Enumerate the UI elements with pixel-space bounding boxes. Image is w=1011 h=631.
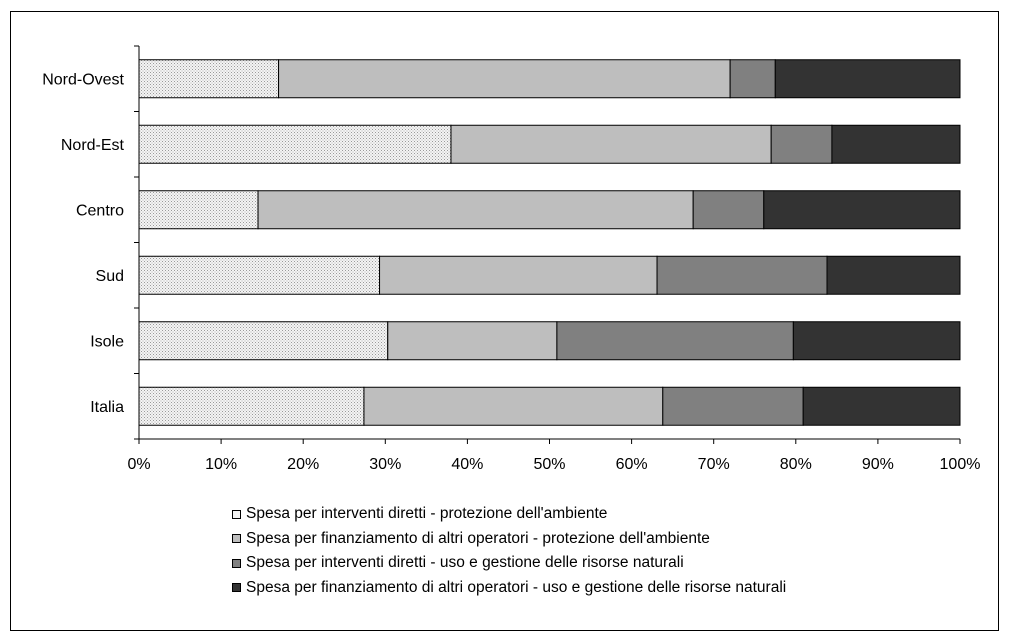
bar-segment-0-2 xyxy=(729,59,776,99)
legend: Spesa per interventi diretti - protezion… xyxy=(232,502,786,600)
bar-segment-3-1 xyxy=(379,255,658,295)
bar-segment-2-2 xyxy=(692,190,765,230)
category-label: Italia xyxy=(90,399,124,416)
bar-segment-4-3 xyxy=(792,321,961,361)
bar-segment-2-1 xyxy=(257,190,694,230)
bar-segment-2-3 xyxy=(763,190,961,230)
category-label: Nord-Ovest xyxy=(42,71,124,88)
bar-segment-1-1 xyxy=(450,124,772,164)
legend-swatch xyxy=(232,509,241,519)
legend-swatch xyxy=(232,583,241,593)
bar-segment-0-3 xyxy=(774,59,961,99)
chart-frame xyxy=(10,11,999,631)
legend-label: Spesa per interventi diretti - uso e ges… xyxy=(246,554,684,572)
legend-swatch xyxy=(232,558,241,568)
bar-segment-3-2 xyxy=(656,255,828,295)
legend-swatch xyxy=(232,534,241,544)
x-tick-label: 70% xyxy=(698,456,730,473)
bar-segment-5-1 xyxy=(363,386,664,426)
bar-segment-4-1 xyxy=(387,321,558,361)
legend-item: Spesa per finanziamento di altri operato… xyxy=(232,576,786,601)
category-label: Isole xyxy=(90,333,124,350)
stacked-bar-chart: Nord-Ovest Nord-Est Centro Sud Isole Italia 0%… xyxy=(42,45,981,473)
axes-group: Nord-Ovest Nord-Est Centro Sud Isole Italia 0%… xyxy=(42,45,981,473)
x-tick-label: 30% xyxy=(369,456,401,473)
x-tick-label: 20% xyxy=(287,456,319,473)
x-tick-label: 80% xyxy=(780,456,812,473)
legend-label: Spesa per finanziamento di altri operato… xyxy=(246,529,710,547)
bar-segment-3-0 xyxy=(138,255,381,295)
bar-segment-4-2 xyxy=(556,321,794,361)
bar-segment-0-1 xyxy=(278,59,731,99)
category-label: Nord-Est xyxy=(61,137,125,154)
legend-item: Spesa per interventi diretti - uso e ges… xyxy=(232,551,786,576)
x-tick-label: 60% xyxy=(616,456,648,473)
category-label: Sud xyxy=(96,268,124,285)
bar-segment-5-3 xyxy=(802,386,961,426)
legend-item: Spesa per finanziamento di altri operato… xyxy=(232,527,786,552)
bar-segment-0-0 xyxy=(138,59,280,99)
x-tick-label: 50% xyxy=(533,456,565,473)
legend-label: Spesa per finanziamento di altri operato… xyxy=(246,578,787,596)
bar-segment-1-2 xyxy=(770,124,833,164)
category-label: Centro xyxy=(76,202,124,219)
x-tick-label: 100% xyxy=(940,456,981,473)
bar-segment-2-0 xyxy=(138,190,259,230)
bar-segment-4-0 xyxy=(138,321,389,361)
bar-segment-5-2 xyxy=(662,386,804,426)
x-tick-label: 90% xyxy=(862,456,894,473)
x-tick-label: 10% xyxy=(205,456,237,473)
bars-group xyxy=(138,59,961,426)
bar-segment-3-3 xyxy=(826,255,961,295)
legend-item: Spesa per interventi diretti - protezion… xyxy=(232,502,786,527)
bar-segment-1-0 xyxy=(138,124,452,164)
x-tick-label: 0% xyxy=(127,456,150,473)
x-tick-label: 40% xyxy=(451,456,483,473)
legend-label: Spesa per interventi diretti - protezion… xyxy=(246,505,608,523)
bar-segment-5-0 xyxy=(138,386,365,426)
bar-segment-1-3 xyxy=(831,124,961,164)
